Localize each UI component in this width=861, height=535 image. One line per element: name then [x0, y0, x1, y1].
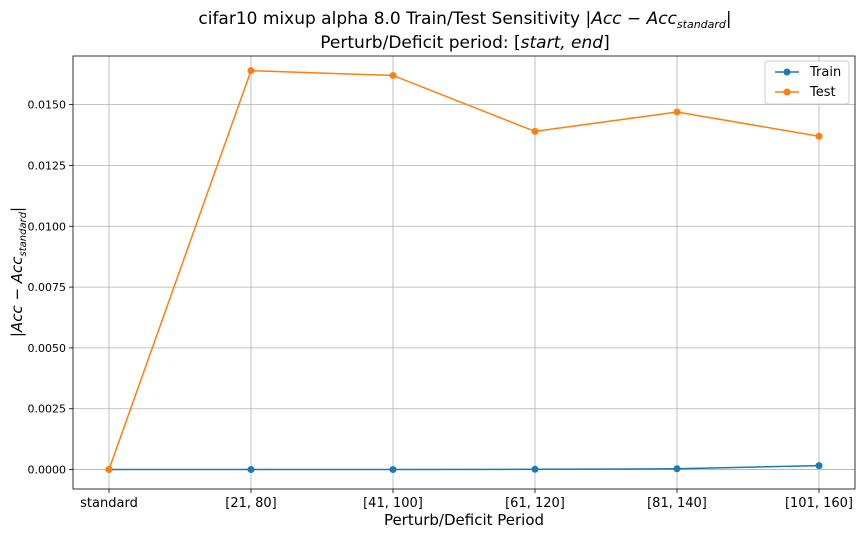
series-train-point — [531, 465, 539, 473]
legend: Train Test — [764, 60, 850, 105]
legend-train-label: Train — [809, 65, 841, 80]
x-tick-label: [101, 160] — [785, 496, 853, 511]
series-test-line — [108, 69, 820, 470]
series-test-point — [105, 466, 113, 474]
series-train-point — [389, 466, 397, 474]
legend-train-marker — [783, 68, 791, 76]
series-lines — [105, 67, 823, 474]
series-train-point — [673, 465, 681, 473]
series-test-point — [673, 108, 681, 116]
series-train-point — [247, 466, 255, 474]
chart-subtitle: Perturb/Deficit period: [start, end] — [320, 33, 609, 53]
y-tick-label: 0.0150 — [28, 99, 67, 112]
x-axis-label: Perturb/Deficit Period — [384, 511, 544, 529]
x-axis-ticks: standard [21, 80] [41, 100] [61, 120] [81, 1… — [80, 489, 853, 511]
series-train-line — [109, 464, 820, 471]
y-tick-label: 0.0125 — [28, 159, 67, 172]
y-tick-label: 0.0000 — [28, 464, 67, 477]
series-test-point — [531, 127, 539, 135]
x-tick-label: standard — [80, 496, 138, 511]
y-tick-label: 0.0075 — [28, 281, 67, 294]
chart-title: cifar10 mixup alpha 8.0 Train/Test Sensi… — [198, 9, 731, 31]
plot-frame — [72, 55, 856, 490]
x-tick-label: [61, 120] — [505, 496, 565, 511]
y-axis-ticks: 0.0000 0.0025 0.0050 0.0075 0.0100 0.0125 0.01… — [28, 99, 73, 477]
legend-test-marker — [783, 88, 791, 96]
series-train-point — [815, 462, 823, 470]
y-tick-label: 0.0050 — [28, 342, 67, 355]
x-tick-label: [21, 80] — [225, 496, 277, 511]
y-tick-label: 0.0025 — [28, 403, 67, 416]
series-test-point — [815, 132, 823, 140]
y-axis-label: |Acc − Accstandard| — [8, 207, 29, 337]
y-tick-label: 0.0100 — [28, 220, 67, 233]
series-test-point — [389, 71, 397, 79]
series-test-point — [247, 67, 255, 75]
x-tick-label: [41, 100] — [363, 496, 423, 511]
x-tick-label: [81, 140] — [647, 496, 707, 511]
legend-test-label: Test — [809, 85, 836, 100]
grid-lines — [73, 56, 855, 489]
